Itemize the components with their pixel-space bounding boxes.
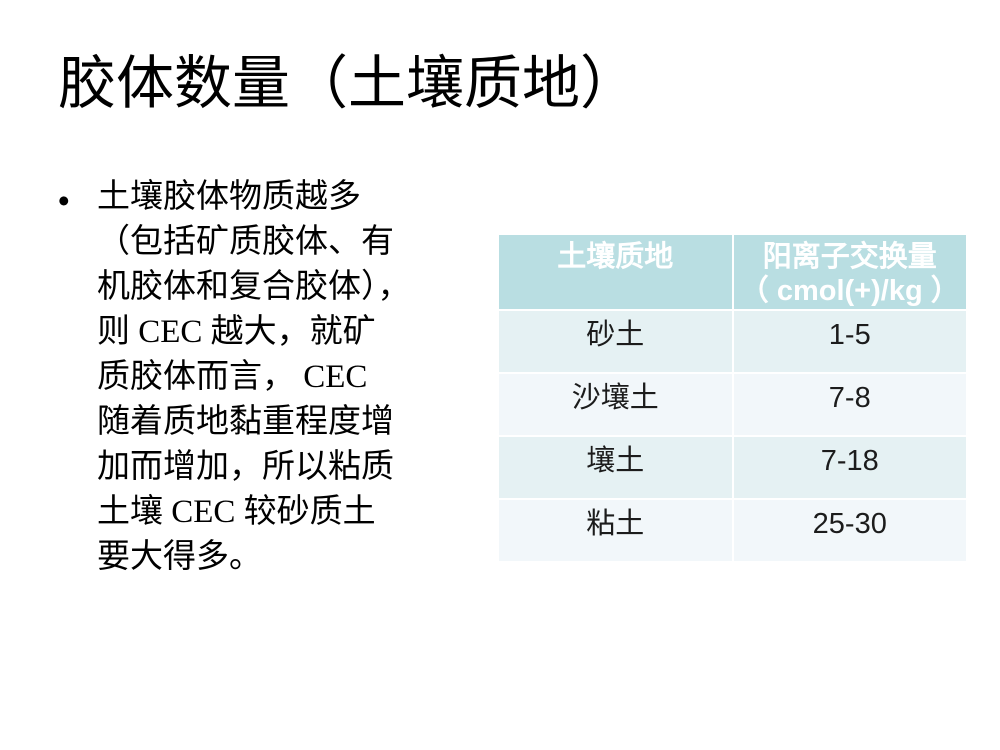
table-body: 砂土 1-5 沙壤土 7-8 壤土 7-18 粘土 25-30: [497, 309, 968, 563]
column-header-cation-exchange: 阳离子交换量 （ cmol(+)/kg ）: [731, 233, 968, 311]
bullet-text: 土壤胶体物质越多 （包括矿质胶体、有 机胶体和复合胶体）， 则 CEC 越大，就…: [97, 179, 411, 575]
cell-texture: 砂土: [497, 309, 734, 374]
bullet-marker: •: [58, 182, 70, 219]
cell-texture: 沙壤土: [497, 372, 734, 437]
table-row: 壤土 7-18: [497, 435, 968, 500]
table-row: 粘土 25-30: [497, 498, 968, 563]
table-row: 砂土 1-5: [497, 309, 968, 374]
column-header-soil-texture: 土壤质地: [497, 233, 734, 311]
cell-cec: 7-8: [731, 372, 968, 437]
cell-texture: 壤土: [497, 435, 734, 500]
bullet-item: • 土壤胶体物质越多 （包括矿质胶体、有 机胶体和复合胶体）， 则 CEC 越大…: [58, 175, 478, 580]
slide-title: 胶体数量（土壤质地）: [58, 51, 639, 116]
table-header-row: 土壤质地 阳离子交换量 （ cmol(+)/kg ）: [497, 233, 968, 311]
cell-texture: 粘土: [497, 498, 734, 563]
table-row: 沙壤土 7-8: [497, 372, 968, 437]
table-header: 土壤质地 阳离子交换量 （ cmol(+)/kg ）: [497, 233, 968, 311]
cell-cec: 7-18: [731, 435, 968, 500]
soil-texture-cec-table: 土壤质地 阳离子交换量 （ cmol(+)/kg ） 砂土 1-5 沙壤土 7-…: [497, 233, 968, 563]
cell-cec: 1-5: [731, 309, 968, 374]
cell-cec: 25-30: [731, 498, 968, 563]
